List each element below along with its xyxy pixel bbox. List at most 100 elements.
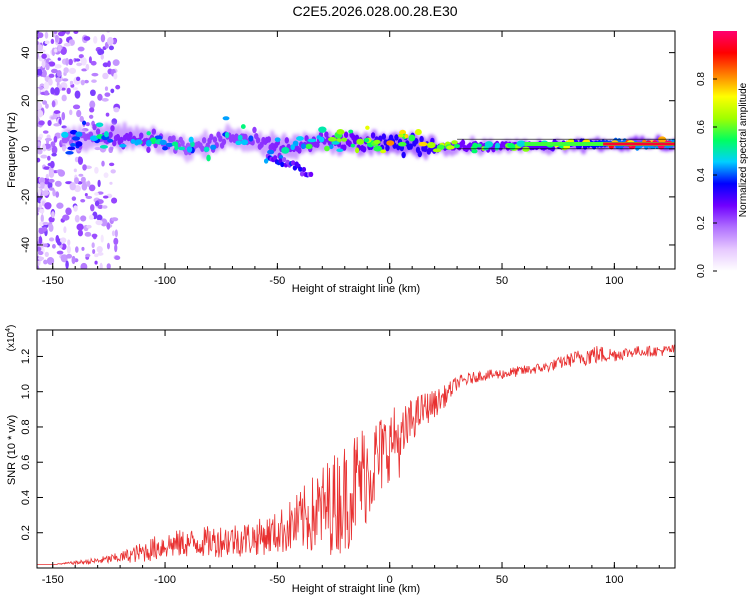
heatmap-cell xyxy=(41,69,47,78)
heatmap-cell xyxy=(59,237,67,244)
heatmap-cell xyxy=(61,125,67,129)
heatmap-cell xyxy=(284,137,290,144)
heatmap-cell xyxy=(119,136,124,144)
snr-ticks: -150 -100 -50 0 50 100 0.2 0.4 0.6 0.8 1.0 1.2 xyxy=(20,330,675,586)
heatmap-cell xyxy=(298,166,303,172)
heatmap-cell xyxy=(44,184,49,192)
heatmap-cell xyxy=(222,116,230,121)
heatmap-cell xyxy=(77,229,83,237)
heatmap-cell xyxy=(516,140,526,147)
heatmap-cell xyxy=(44,90,49,96)
heatmap-cell xyxy=(81,182,88,191)
heatmap-cell xyxy=(110,88,115,94)
x-tick-label: 100 xyxy=(605,275,623,287)
heatmap-cell xyxy=(50,87,55,95)
heatmap-cell xyxy=(290,144,296,151)
heatmap-cell xyxy=(94,260,98,265)
heatmap-cell xyxy=(81,68,88,72)
heatmap-cell xyxy=(99,262,103,269)
heatmap-cell xyxy=(401,151,406,159)
heatmap-cell xyxy=(49,160,55,169)
heatmap-cell xyxy=(71,255,76,265)
heatmap-cell xyxy=(115,84,121,90)
heatmap-cell xyxy=(89,100,96,109)
heatmap-cell xyxy=(203,146,210,153)
heatmap-cell xyxy=(267,149,275,155)
colorbar: 0.0 0.2 0.4 0.6 0.8 Normalized spectral ampl… xyxy=(696,31,749,278)
heatmap-cell xyxy=(56,250,64,255)
colorbar-tick-label: 0.2 xyxy=(696,216,707,230)
heatmap-cell xyxy=(95,219,103,226)
heatmap-cell xyxy=(74,90,81,99)
heatmap-cell xyxy=(380,149,387,154)
heatmap-cell xyxy=(53,110,61,115)
heatmap-cell xyxy=(341,137,348,142)
heatmap-cell xyxy=(99,145,108,149)
x-tick-label: 0 xyxy=(387,275,393,287)
heatmap-cell xyxy=(165,142,174,147)
heatmap-cell xyxy=(111,230,116,237)
heatmap-cell xyxy=(348,129,354,134)
heatmap-cell xyxy=(62,78,69,82)
heatmap-cell xyxy=(65,207,72,216)
heatmap-cell xyxy=(92,249,96,254)
heatmap-cell xyxy=(145,139,152,147)
heatmap-cell xyxy=(472,142,478,150)
heatmap-cell xyxy=(355,147,360,154)
snr-frame xyxy=(36,329,676,569)
colorbar-ticks: 0.0 0.2 0.4 0.6 0.8 xyxy=(696,72,717,278)
heatmap-cell xyxy=(350,143,355,148)
heatmap-cell xyxy=(78,54,84,59)
heatmap-cell xyxy=(65,150,74,155)
heatmap-cell xyxy=(51,152,57,157)
heatmap-cell xyxy=(38,120,45,126)
heatmap-cell xyxy=(61,94,67,102)
heatmap-cell xyxy=(356,138,364,145)
heatmap-cell xyxy=(97,93,103,101)
heatmap-cell xyxy=(329,144,334,150)
heatmap-cell xyxy=(51,68,58,74)
heatmap-panel: -150 -100 -50 0 50 100 -40 -20 0 20 40 Height of s… xyxy=(6,30,676,295)
heatmap-cell xyxy=(100,34,106,43)
heatmap-cell xyxy=(91,242,95,249)
heatmap-cell xyxy=(278,154,284,160)
heatmap-cell xyxy=(108,131,113,138)
heatmap-cell xyxy=(37,261,40,267)
heatmap-cell xyxy=(318,136,325,143)
x-tick-label: -100 xyxy=(154,275,176,287)
heatmap-cell xyxy=(86,224,92,229)
heatmap-x-axis-label: Height of straight line (km) xyxy=(292,283,420,295)
y-tick-label: 0.4 xyxy=(20,490,32,505)
heatmap-cell xyxy=(113,237,119,246)
heatmap-cell xyxy=(68,58,73,66)
heatmap-cell xyxy=(80,79,85,86)
heatmap-cell xyxy=(81,120,87,126)
heatmap-cell xyxy=(119,143,127,148)
heatmap-cell xyxy=(56,202,64,209)
heatmap-cell xyxy=(343,131,349,138)
chart-title: C2E5.2026.028.00.28.E30 xyxy=(292,3,457,19)
heatmap-cell xyxy=(53,123,61,127)
heatmap-cell xyxy=(74,177,80,184)
heatmap-cell xyxy=(39,177,46,185)
heatmap-cell xyxy=(363,138,370,143)
heatmap-cell xyxy=(113,107,120,113)
heatmap-cell xyxy=(57,57,62,61)
heatmap-cell xyxy=(73,168,77,173)
heatmap-cell xyxy=(109,181,113,185)
colorbar-gradient xyxy=(713,31,737,271)
heatmap-cell xyxy=(494,142,501,150)
heatmap-cell xyxy=(39,208,45,214)
heatmap-cell xyxy=(100,234,104,243)
heatmap-cell xyxy=(90,204,95,212)
heatmap-cell xyxy=(52,189,56,197)
heatmap-cell xyxy=(292,140,299,147)
heatmap-cell xyxy=(209,133,214,141)
heatmap-cell xyxy=(89,135,99,141)
heatmap-cell xyxy=(89,107,95,113)
heatmap-cell xyxy=(75,141,83,147)
heatmap-cell xyxy=(88,56,92,64)
heatmap-cell xyxy=(70,143,76,147)
heatmap-cell xyxy=(408,143,414,150)
